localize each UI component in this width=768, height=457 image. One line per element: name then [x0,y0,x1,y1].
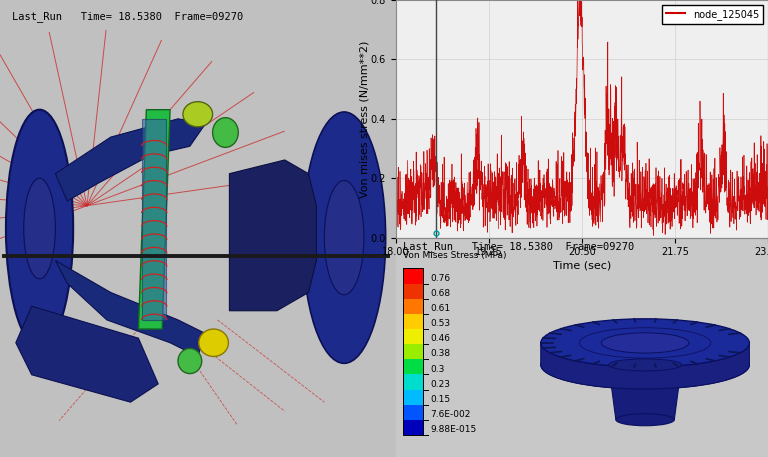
Ellipse shape [601,333,689,353]
Legend: node_125045: node_125045 [662,5,763,24]
Polygon shape [142,119,166,320]
Ellipse shape [178,348,202,374]
Text: Last_Run   Time= 18.5380  Frame=09270: Last_Run Time= 18.5380 Frame=09270 [12,11,243,22]
Text: 0.23: 0.23 [430,380,450,389]
Ellipse shape [616,414,674,426]
Polygon shape [230,160,316,311]
Text: 0.61: 0.61 [430,304,450,313]
Text: 0.68: 0.68 [430,289,450,298]
Ellipse shape [183,102,213,127]
Bar [403,329,423,344]
Text: 0.15: 0.15 [430,395,450,404]
Bar [403,420,423,435]
Bar [403,268,423,435]
Text: 0.3: 0.3 [430,365,445,374]
Bar [403,283,423,299]
X-axis label: Time (sec): Time (sec) [553,260,611,270]
Text: Last_Run   Time= 18.5380  Frame=09270: Last_Run Time= 18.5380 Frame=09270 [403,241,634,252]
Bar [403,374,423,390]
Polygon shape [541,343,750,389]
Text: Von Mises Stress (MPa): Von Mises Stress (MPa) [403,250,506,260]
Bar [403,359,423,374]
Bar [403,390,423,405]
Text: 0.53: 0.53 [430,319,450,328]
Text: 9.88E-015: 9.88E-015 [430,425,476,434]
Bar [403,405,423,420]
Polygon shape [55,119,206,201]
Bar [403,299,423,314]
Polygon shape [55,260,206,356]
Polygon shape [16,306,158,402]
Polygon shape [608,365,681,420]
Polygon shape [138,110,170,329]
Ellipse shape [541,341,750,389]
Ellipse shape [24,178,55,279]
Y-axis label: Von mises stress (N/mm**2): Von mises stress (N/mm**2) [359,40,369,197]
Ellipse shape [199,329,228,356]
Text: 0.38: 0.38 [430,350,450,358]
Bar [403,268,423,283]
Ellipse shape [324,181,364,295]
Ellipse shape [303,112,386,363]
Ellipse shape [6,110,73,347]
Bar [403,344,423,359]
Ellipse shape [213,118,238,148]
Text: 0.46: 0.46 [430,335,450,343]
Ellipse shape [608,359,681,371]
Ellipse shape [541,319,750,367]
Text: 0.76: 0.76 [430,274,450,283]
Bar [403,314,423,329]
Text: 7.6E-002: 7.6E-002 [430,410,471,419]
